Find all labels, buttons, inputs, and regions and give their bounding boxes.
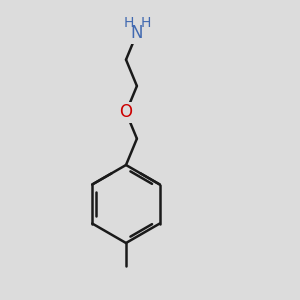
Text: H: H [141, 16, 151, 30]
Text: H: H [123, 16, 134, 30]
Text: O: O [119, 103, 133, 121]
Text: N: N [131, 24, 143, 42]
